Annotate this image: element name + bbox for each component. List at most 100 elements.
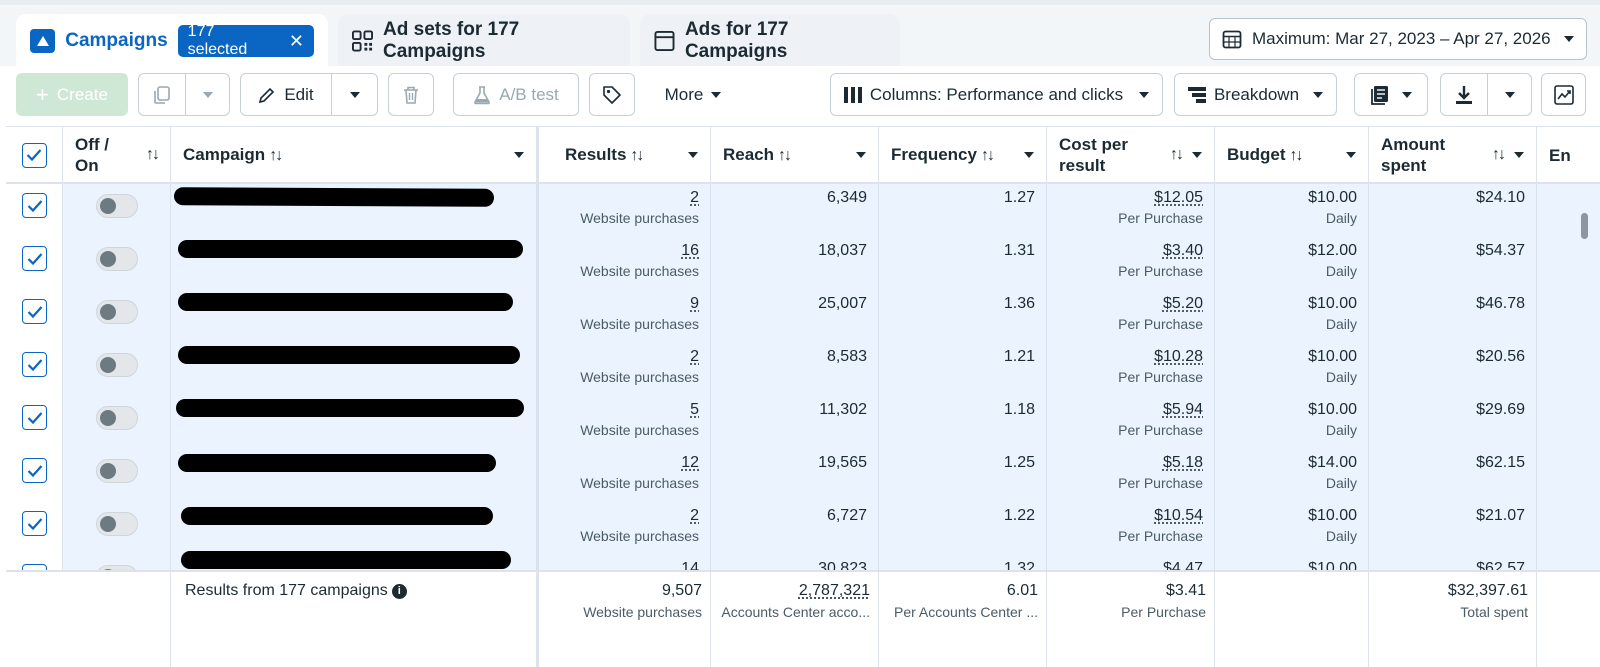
tab-campaigns[interactable]: Campaigns 177 selected ✕ xyxy=(16,14,328,68)
cost-value[interactable]: $10.54 xyxy=(1154,507,1203,524)
cost-type: Per Purchase xyxy=(1118,475,1203,491)
delete-button[interactable] xyxy=(388,73,434,116)
results-value[interactable]: 2 xyxy=(690,507,699,524)
sort-icon[interactable]: ↑↓ xyxy=(269,147,283,164)
ab-test-button[interactable]: A/B test xyxy=(453,73,579,116)
row-checkbox[interactable] xyxy=(22,299,47,324)
cost-value[interactable]: $5.18 xyxy=(1162,454,1203,471)
results-type: Website purchases xyxy=(580,263,699,279)
table-row[interactable]: 2 Website purchases 6,349 1.27 $12.05 Per … xyxy=(6,184,1600,237)
row-checkbox[interactable] xyxy=(22,458,47,483)
results-header-label: Results xyxy=(565,145,627,164)
header-budget[interactable]: Budget ↑↓ xyxy=(1215,127,1369,183)
chevron-down-icon[interactable] xyxy=(1346,152,1356,158)
cost-value[interactable]: $4.47 xyxy=(1162,560,1203,570)
table-row[interactable]: 12 Website purchases 19,565 1.25 $5.18 Per… xyxy=(6,449,1600,502)
results-value[interactable]: 5 xyxy=(690,401,699,418)
campaign-toggle[interactable] xyxy=(96,459,138,483)
clear-selection-icon[interactable]: ✕ xyxy=(288,30,304,51)
select-all-checkbox[interactable] xyxy=(21,142,47,168)
toolbar: + Create Edit xyxy=(0,66,1600,126)
row-checkbox[interactable] xyxy=(22,193,47,218)
date-range-picker[interactable]: Maximum: Mar 27, 2023 – Apr 27, 2026 xyxy=(1209,18,1587,60)
tab-ads-label: Ads for 177 Campaigns xyxy=(684,19,789,62)
duplicate-button[interactable] xyxy=(139,74,185,115)
table-row[interactable]: 2 Website purchases 6,727 1.22 $10.54 Per … xyxy=(6,502,1600,555)
header-reach[interactable]: Reach ↑↓ xyxy=(711,127,879,183)
duplicate-dropdown[interactable] xyxy=(186,74,230,115)
chevron-down-icon[interactable] xyxy=(688,152,698,158)
campaign-toggle[interactable] xyxy=(96,406,138,430)
cost-value[interactable]: $12.05 xyxy=(1154,189,1203,206)
row-checkbox[interactable] xyxy=(22,564,47,570)
campaign-toggle[interactable] xyxy=(96,512,138,536)
table-row[interactable]: 16 Website purchases 18,037 1.31 $3.40 Per… xyxy=(6,237,1600,290)
vertical-scrollbar-thumb[interactable] xyxy=(1581,213,1588,239)
chevron-down-icon xyxy=(1564,36,1574,42)
results-value[interactable]: 16 xyxy=(681,242,699,259)
edit-button[interactable]: Edit xyxy=(241,74,331,115)
footer-reach-type: Accounts Center acco... xyxy=(721,604,870,620)
cost-value[interactable]: $5.20 xyxy=(1162,295,1203,312)
chevron-down-icon xyxy=(711,91,722,98)
export-dropdown[interactable] xyxy=(1488,74,1532,115)
export-button[interactable] xyxy=(1441,74,1487,115)
chevron-down-icon[interactable] xyxy=(1024,152,1034,158)
header-off-on[interactable]: Off / On ↑↓ xyxy=(63,127,171,183)
edit-dropdown[interactable] xyxy=(332,74,378,115)
table-row[interactable]: 2 Website purchases 8,583 1.21 $10.28 Per … xyxy=(6,343,1600,396)
table-row[interactable]: 14 30,823 1.32 $4.47 $10.00 $62.57 xyxy=(6,551,1600,570)
header-cost-per-result[interactable]: Cost per result ↑↓ xyxy=(1047,127,1215,183)
header-campaign[interactable]: Campaign ↑↓ xyxy=(171,127,539,183)
tag-button[interactable] xyxy=(589,73,635,116)
tab-ads[interactable]: Ads for 177 Campaigns xyxy=(640,14,900,68)
table-row[interactable]: 9 Website purchases 25,007 1.36 $5.20 Per … xyxy=(6,290,1600,343)
chevron-down-icon[interactable] xyxy=(1514,152,1524,158)
cost-value[interactable]: $10.28 xyxy=(1154,348,1203,365)
sort-icon[interactable]: ↑↓ xyxy=(1289,147,1304,164)
results-value[interactable]: 2 xyxy=(690,348,699,365)
sort-icon[interactable]: ↑↓ xyxy=(630,147,644,164)
row-checkbox[interactable] xyxy=(22,405,47,430)
tab-ad-sets[interactable]: Ad sets for 177 Campaigns xyxy=(338,14,630,68)
cost-value[interactable]: $5.94 xyxy=(1162,401,1203,418)
calendar-icon xyxy=(1222,30,1242,49)
selected-col-bg xyxy=(711,184,879,570)
sort-icon[interactable]: ↑↓ xyxy=(1492,146,1506,163)
sort-icon[interactable]: ↑↓ xyxy=(980,147,995,164)
results-value[interactable]: 12 xyxy=(681,454,699,471)
table-row[interactable]: 5 Website purchases 11,302 1.18 $5.94 Per … xyxy=(6,396,1600,449)
results-value[interactable]: 9 xyxy=(690,295,699,312)
results-value[interactable]: 2 xyxy=(690,189,699,206)
campaign-toggle[interactable] xyxy=(96,247,138,271)
campaign-toggle[interactable] xyxy=(96,300,138,324)
view-charts-button[interactable] xyxy=(1541,73,1586,116)
breakdown-button[interactable]: Breakdown xyxy=(1174,73,1337,116)
header-amount-spent[interactable]: Amount spent ↑↓ xyxy=(1369,127,1537,183)
sort-icon[interactable]: ↑↓ xyxy=(778,147,792,164)
row-checkbox[interactable] xyxy=(22,511,47,536)
amount-header-line1: Amount xyxy=(1381,135,1446,154)
sort-icon[interactable]: ↑↓ xyxy=(146,146,160,163)
columns-button[interactable]: Columns: Performance and clicks xyxy=(830,73,1163,116)
reach-cell: 19,565 xyxy=(818,454,867,471)
info-icon[interactable]: i xyxy=(391,583,407,599)
chevron-down-icon[interactable] xyxy=(1192,152,1202,158)
campaign-toggle[interactable] xyxy=(96,194,138,218)
header-results[interactable]: Results ↑↓ xyxy=(539,127,711,183)
results-type: Website purchases xyxy=(580,316,699,332)
header-ends[interactable]: En xyxy=(1537,127,1600,183)
row-checkbox[interactable] xyxy=(22,352,47,377)
row-checkbox[interactable] xyxy=(22,246,47,271)
footer-reach-value[interactable]: 2,787,321 xyxy=(798,582,870,599)
chevron-down-icon[interactable] xyxy=(856,152,866,158)
create-button[interactable]: + Create xyxy=(16,73,128,116)
chevron-down-icon[interactable] xyxy=(514,152,524,158)
campaign-toggle[interactable] xyxy=(96,353,138,377)
header-frequency[interactable]: Frequency ↑↓ xyxy=(879,127,1047,183)
results-value[interactable]: 14 xyxy=(681,560,699,570)
sort-icon[interactable]: ↑↓ xyxy=(1170,146,1184,163)
reports-button[interactable] xyxy=(1354,73,1428,116)
cost-value[interactable]: $3.40 xyxy=(1162,242,1203,259)
more-button[interactable]: More xyxy=(648,73,738,116)
